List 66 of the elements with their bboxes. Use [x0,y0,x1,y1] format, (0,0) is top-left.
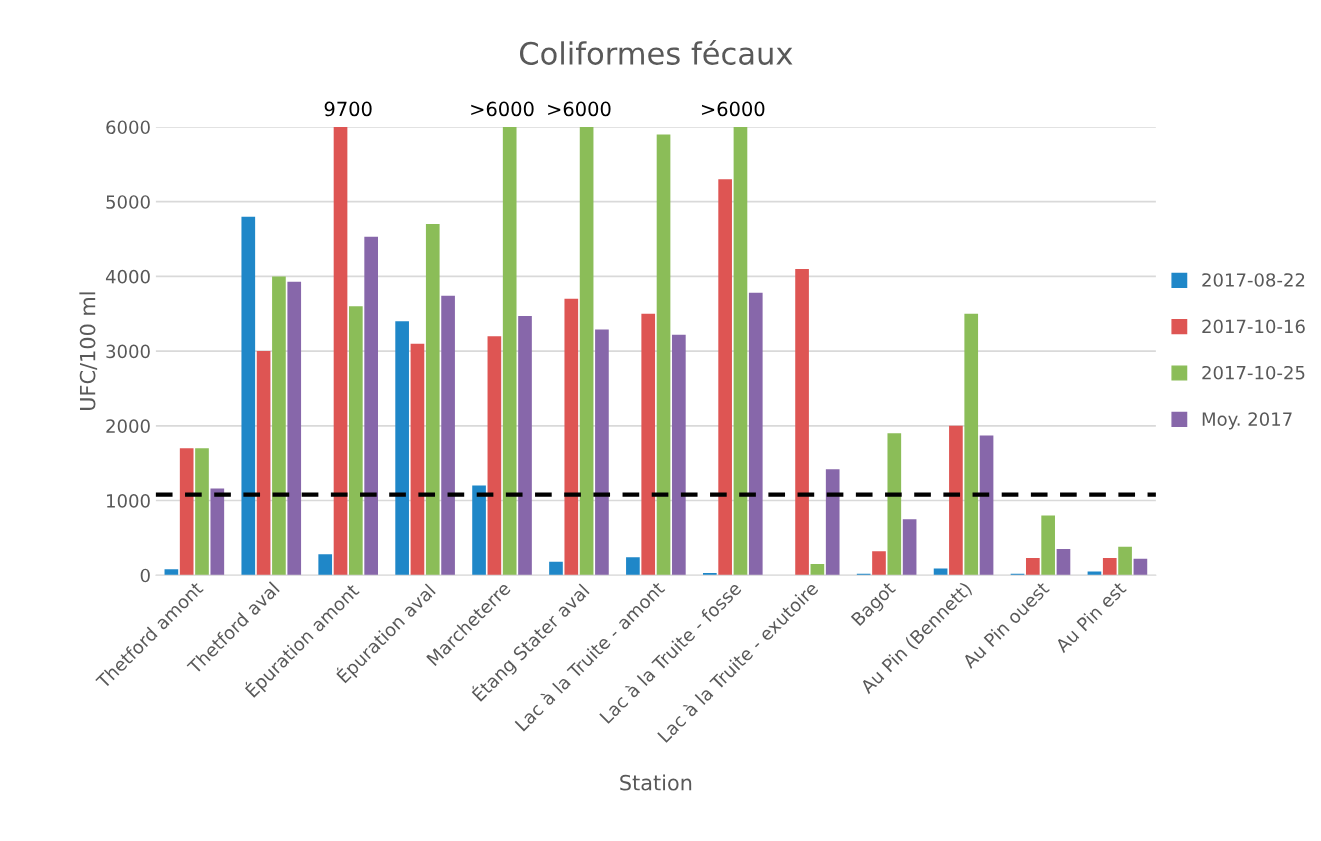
bar [718,179,732,576]
bar [256,351,271,576]
bar [164,569,179,576]
bar [502,126,517,576]
legend-label: Moy. 2017 [1202,412,1292,430]
annotation: >6000 [548,101,611,117]
bar [487,336,502,576]
bar [1133,558,1148,576]
y-tick-label: 1000 [107,493,150,508]
chart-title: Coliformes fécaux [519,40,793,65]
y-tick-label: 5000 [106,195,150,209]
y-tick-label: 6000 [106,120,150,135]
bar [641,313,656,576]
bar [441,295,455,576]
bar [349,306,363,576]
bar [549,561,563,576]
bar [364,236,378,576]
annotation: >6000 [701,101,765,117]
bar [979,435,994,576]
bar [333,126,348,576]
bar [272,276,286,576]
bar [564,298,579,576]
bar [1041,515,1055,576]
bar [1026,558,1040,576]
x-tick-label: Au Pin est [1054,580,1127,654]
bar [795,268,809,576]
bar [702,573,717,576]
y-tick-label: 3000 [106,344,150,359]
bar [179,448,194,576]
bar [626,557,640,576]
y-tick-label: 0 [140,568,150,583]
y-tick-label: 4000 [105,269,150,284]
bar [810,564,825,576]
bar [595,329,609,576]
bar [825,469,840,576]
bar [318,554,333,576]
bar [872,551,886,576]
bar [949,425,963,576]
bar [579,126,594,576]
bar [241,216,256,576]
bar [1102,558,1117,576]
y-tick-label: 2000 [106,419,150,433]
bar [672,334,686,576]
y-axis-title: UFC/100 ml [79,292,98,410]
bar [656,134,671,576]
x-axis-title: Station [620,774,692,791]
bar [1118,546,1132,576]
legend-label: 2017-10-16 [1202,319,1305,334]
bar [1056,549,1071,576]
bar [195,448,209,576]
bar [748,292,763,576]
bar [964,313,979,576]
legend-label: 2017-08-22 [1202,273,1305,287]
bar [472,485,486,576]
bar [410,343,425,576]
bar [733,126,748,576]
bar [395,321,409,576]
bar [887,433,902,576]
annotation: 9700 [324,101,372,117]
bar [425,224,440,576]
annotation: >6000 [471,101,534,117]
legend-label: 2017-10-25 [1202,365,1305,380]
bar [287,281,302,576]
bar [518,316,532,576]
bar [210,488,225,576]
bar [902,519,917,576]
